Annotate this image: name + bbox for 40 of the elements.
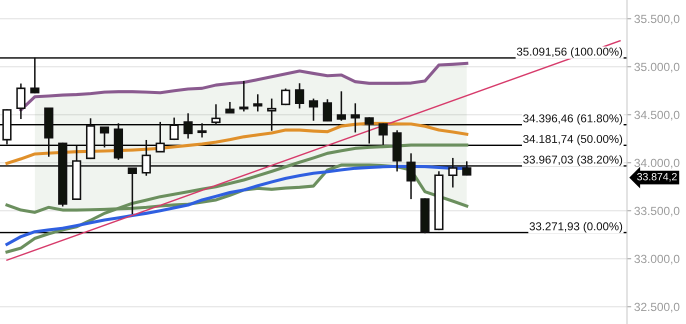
ref-line-label: 34.181,74 (50.00%) — [523, 134, 622, 146]
y-tick-label: 35.000,0 — [634, 62, 680, 73]
y-tick-label: 33.500,0 — [634, 206, 680, 217]
candlestick — [142, 140, 151, 176]
candlestick — [448, 158, 458, 188]
candlestick — [184, 113, 193, 139]
ref-line-label: 34.396,46 (61.80%) — [523, 114, 622, 125]
candlestick — [294, 83, 304, 108]
candlestick — [378, 123, 388, 145]
ref-line-label: 33.271,93 (0.00%) — [530, 222, 622, 233]
ref-line-label: 35.091,56 (100.00%) — [516, 47, 622, 58]
candlestick — [267, 98, 276, 131]
candlestick — [462, 161, 472, 176]
candlestick — [100, 126, 110, 148]
candlestick — [322, 99, 332, 122]
candlestick — [308, 98, 318, 121]
candlestick — [211, 104, 221, 125]
candlestick — [336, 91, 346, 121]
candlestick — [281, 88, 290, 106]
candlestick — [156, 122, 165, 152]
ref-line-label: 33.967,03 (38.20%) — [523, 155, 622, 166]
candlestick — [239, 80, 248, 112]
candlestick — [350, 103, 360, 132]
line-series — [5, 144, 468, 254]
candlestick — [225, 102, 234, 114]
candlestick — [128, 168, 137, 214]
candlestick — [170, 118, 179, 140]
y-tick-label: 32.500,0 — [634, 302, 680, 313]
y-tick-label: 34.000,0 — [634, 158, 680, 169]
text: 33.874,2 — [637, 173, 677, 182]
candlestick — [197, 123, 207, 138]
candlestick — [253, 94, 262, 112]
candlestick — [30, 57, 40, 94]
line-series — [19, 62, 468, 112]
candlestick — [364, 117, 374, 144]
y-tick-label: 33.000,0 — [634, 254, 680, 265]
y-tick-label: 35.500,0 — [634, 14, 680, 25]
candlestick — [406, 153, 416, 200]
candlestick — [16, 84, 26, 120]
y-tick-label: 34.500,0 — [634, 110, 680, 121]
